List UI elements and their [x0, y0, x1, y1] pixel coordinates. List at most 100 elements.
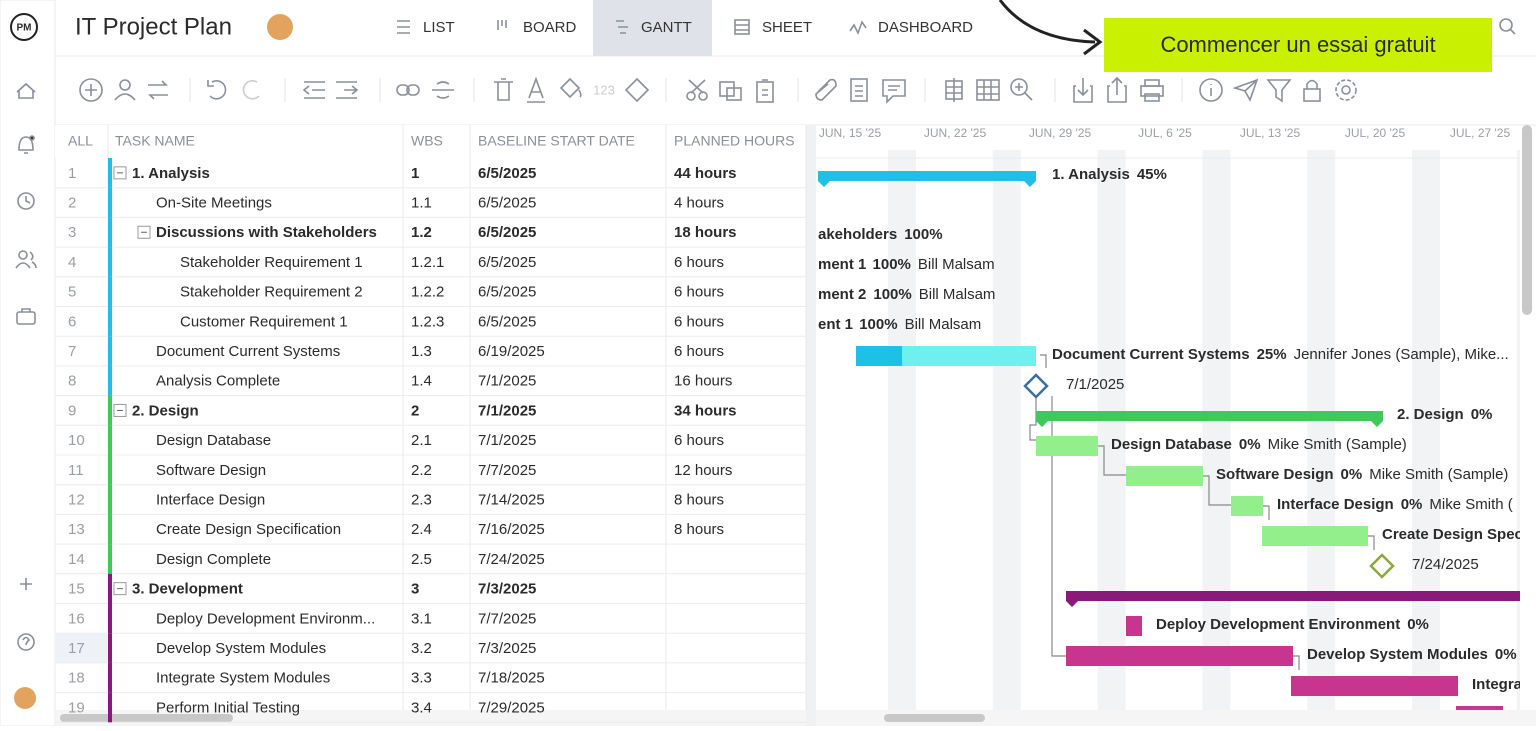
tab-label[interactable]: GANTT: [641, 19, 692, 36]
task-table: ALL TASK NAME WBS BASELINE START DATE PLANNE…: [55, 125, 807, 723]
group-stripe: [108, 514, 112, 545]
cell[interactable]: Develop System Modules: [156, 640, 326, 657]
cell[interactable]: Deploy Development Environm...: [156, 610, 375, 627]
cell: 8 hours: [674, 492, 724, 509]
cell: 18 hours: [674, 224, 737, 241]
user-avatar[interactable]: [14, 687, 36, 709]
bar-label: Integra: [1472, 676, 1523, 693]
project-avatar[interactable]: [267, 14, 293, 40]
toolbar-icons[interactable]: [79, 76, 1357, 104]
cta-button[interactable]: [1104, 18, 1492, 72]
cell: 7/29/2025: [478, 699, 545, 716]
task-bar[interactable]: [856, 346, 902, 366]
row-highlight: [55, 633, 108, 663]
tab-label[interactable]: DASHBOARD: [878, 19, 973, 36]
timeline-date: JUL, 13 '25: [1240, 126, 1301, 140]
column-header[interactable]: BASELINE START DATE: [478, 133, 635, 149]
cell[interactable]: Customer Requirement 1: [180, 313, 348, 330]
sidebar-icons[interactable]: [15, 82, 37, 651]
summary-bar[interactable]: [1036, 411, 1383, 427]
cell[interactable]: Interface Design: [156, 492, 265, 509]
weekend-band: [888, 150, 916, 710]
column-header[interactable]: WBS: [411, 133, 443, 149]
row-number: 3: [68, 224, 76, 241]
bar-label: 2. Design 0%: [1397, 406, 1492, 423]
label-percent: 0%: [1239, 436, 1261, 453]
cell[interactable]: Software Design: [156, 462, 266, 479]
cell[interactable]: Stakeholder Requirement 2: [180, 284, 363, 301]
column-header[interactable]: PLANNED HOURS: [674, 133, 795, 149]
bar-label: Deploy Development Environment 0%: [1156, 616, 1429, 633]
task-bar[interactable]: [1231, 496, 1263, 516]
summary-bar[interactable]: [1066, 591, 1536, 607]
task-bar[interactable]: [1291, 676, 1458, 696]
cell: 6/5/2025: [478, 284, 536, 301]
label-percent: 100%: [859, 316, 897, 333]
bar-label: Design Database 0% Mike Smith (Sample): [1111, 436, 1407, 453]
cell[interactable]: Design Complete: [156, 551, 271, 568]
tab-label[interactable]: LIST: [423, 19, 455, 36]
row-number: 16: [68, 610, 85, 627]
task-bar[interactable]: [1126, 466, 1203, 486]
milestone[interactable]: [1369, 553, 1395, 579]
column-header[interactable]: TASK NAME: [115, 133, 195, 149]
gantt-scroll-thumb[interactable]: [884, 714, 985, 722]
cell: 12 hours: [674, 462, 732, 479]
cell: 2.2: [411, 462, 432, 479]
group-stripe: [108, 633, 112, 663]
task-bar[interactable]: [1036, 436, 1098, 456]
label-percent: 0%: [1341, 466, 1363, 483]
cell: 6 hours: [674, 284, 724, 301]
label-assignee: Mike Smith (Sample): [1369, 466, 1508, 483]
splitter[interactable]: [806, 125, 816, 726]
tab-label[interactable]: BOARD: [523, 19, 577, 36]
label-name: Create Design Spec: [1382, 526, 1523, 543]
row-number: 15: [68, 581, 85, 598]
gantt-scrollbar[interactable]: [816, 710, 1536, 726]
milestone[interactable]: [1023, 373, 1049, 399]
label-assignee: Bill Malsam: [919, 286, 996, 303]
label-name: akeholders: [818, 226, 897, 243]
cell[interactable]: Perform Initial Testing: [156, 699, 300, 716]
group-stripe: [108, 365, 112, 396]
group-stripe: [108, 306, 112, 337]
cell[interactable]: Design Database: [156, 432, 271, 449]
cell[interactable]: 1. Analysis: [132, 165, 210, 182]
label-name: Develop System Modules: [1307, 646, 1488, 663]
label-name: Deploy Development Environment: [1156, 616, 1400, 633]
task-bar[interactable]: [1126, 616, 1142, 636]
cell[interactable]: Analysis Complete: [156, 373, 280, 390]
cell: 3: [411, 581, 419, 598]
cell[interactable]: Integrate System Modules: [156, 670, 330, 687]
hours-tool[interactable]: 123: [593, 82, 615, 97]
cell[interactable]: 2. Design: [132, 402, 199, 419]
task-bar[interactable]: [1262, 526, 1368, 546]
cell: 7/16/2025: [478, 521, 545, 538]
cell[interactable]: Discussions with Stakeholders: [156, 224, 377, 241]
cell[interactable]: On-Site Meetings: [156, 195, 272, 212]
toolbar-separators: [189, 78, 1183, 102]
cell: 7/18/2025: [478, 670, 545, 687]
row-number: 10: [68, 432, 85, 449]
cell: 6/5/2025: [478, 195, 536, 212]
label-assignee: Bill Malsam: [918, 256, 995, 273]
label-date: 7/24/2025: [1412, 556, 1479, 573]
column-header[interactable]: ALL: [68, 133, 93, 149]
cell: 44 hours: [674, 165, 737, 182]
task-bar[interactable]: [1066, 646, 1293, 666]
summary-bar[interactable]: [818, 171, 1036, 187]
table-scroll-thumb[interactable]: [60, 714, 233, 722]
group-stripe: [108, 217, 112, 248]
cta-text[interactable]: Commencer un essai gratuit: [1160, 32, 1435, 57]
cell[interactable]: Document Current Systems: [156, 343, 340, 360]
task-bar[interactable]: [1456, 706, 1503, 726]
cell[interactable]: Create Design Specification: [156, 521, 341, 538]
search-icon[interactable]: [1499, 18, 1516, 35]
cell[interactable]: Stakeholder Requirement 1: [180, 254, 363, 271]
cell[interactable]: 3. Development: [132, 581, 243, 598]
logo[interactable]: [10, 13, 38, 41]
tab-label[interactable]: SHEET: [762, 19, 812, 36]
gantt-vscroll-thumb[interactable]: [1522, 125, 1532, 315]
row-number: 13: [68, 521, 85, 538]
